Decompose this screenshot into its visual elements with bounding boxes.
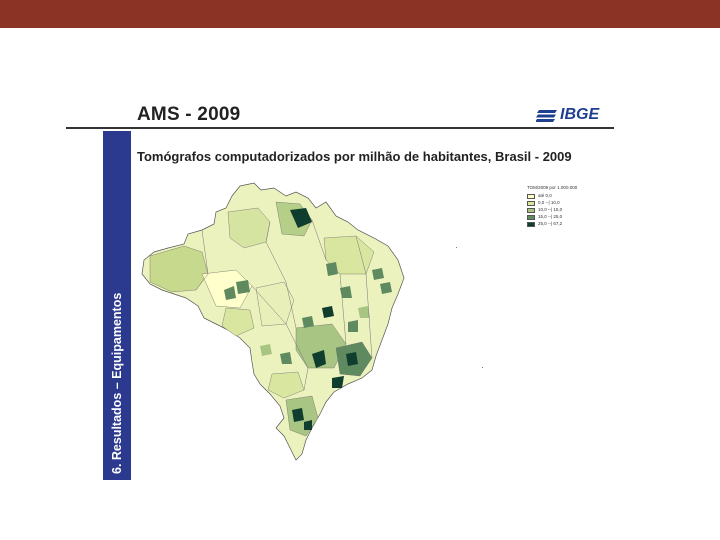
decorative-dot — [482, 367, 483, 368]
legend-item: 15,0 --| 25,0 — [527, 214, 605, 221]
title-divider — [66, 127, 614, 129]
logo-text: IBGE — [560, 106, 600, 123]
legend-swatch — [527, 193, 535, 199]
ibge-logo: IBGE — [536, 106, 608, 125]
legend-label: até 0,0 — [538, 192, 552, 198]
ibge-logo-icon — [536, 110, 557, 122]
map-title: Tomógrafos computadorizados por milhão d… — [137, 149, 572, 164]
legend-item: 0,0 --| 10,0 — [527, 200, 605, 207]
decorative-dot — [456, 247, 457, 248]
legend-title: TOM/2009 por 1.000.000 — [527, 185, 578, 190]
legend-item: 10,0 --| 15,0 — [527, 207, 605, 214]
legend-label: 25,0 --| 67,2 — [538, 220, 563, 226]
legend-swatch — [527, 214, 535, 220]
legend-label: 15,0 --| 25,0 — [538, 213, 563, 219]
slide-title: AMS - 2009 — [137, 104, 241, 125]
legend-label: 0,0 --| 10,0 — [538, 199, 560, 205]
map-legend: TOM/2009 por 1.000.000 até 0,0 0,0 --| 1… — [527, 185, 605, 228]
legend-label: 10,0 --| 15,0 — [538, 206, 563, 212]
legend-swatch — [527, 207, 535, 213]
header-bar — [0, 0, 720, 28]
section-sidebar: 6. Resultados – Equipamentos — [103, 131, 131, 480]
legend-item: até 0,0 — [527, 193, 605, 200]
legend-item: 25,0 --| 67,2 — [527, 221, 605, 228]
brazil-choropleth-map — [141, 182, 405, 461]
section-label: 6. Resultados – Equipamentos — [110, 292, 124, 474]
legend-swatch — [527, 200, 535, 206]
legend-swatch — [527, 221, 535, 227]
